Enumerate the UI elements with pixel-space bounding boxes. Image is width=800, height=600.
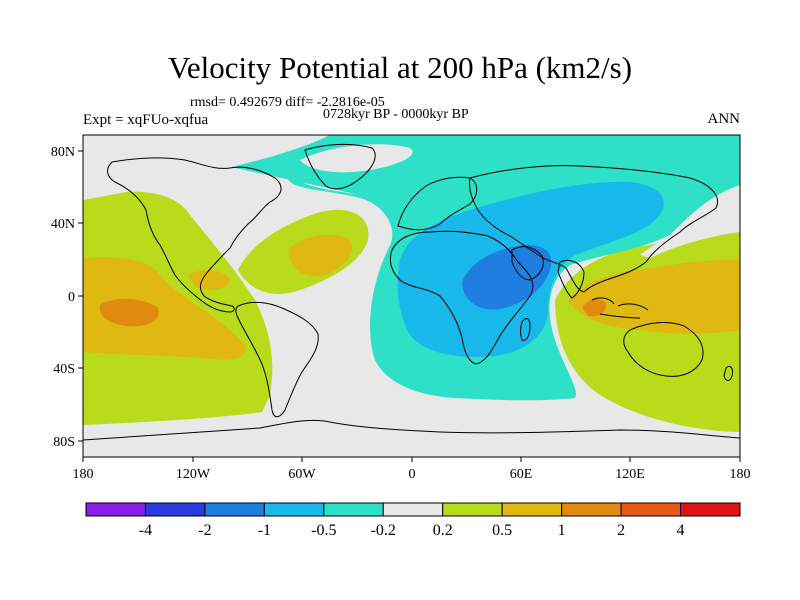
coastline-greenland: [304, 143, 376, 190]
colorbar: [85, 502, 741, 517]
figure-title: Velocity Potential at 200 hPa (km2/s): [167, 50, 633, 85]
coastline-south-america: [235, 301, 319, 418]
lon-label: 0: [409, 467, 416, 482]
colorbar-label: 0.5: [492, 522, 512, 539]
colorbar-swatch: [620, 502, 682, 517]
colorbar-swatch: [382, 502, 444, 517]
coastline-arabia: [511, 246, 544, 281]
lat-label: 40N: [51, 217, 75, 232]
contour-negative-high: [462, 244, 552, 310]
colorbar-label: -1: [258, 522, 271, 539]
colorbar-label: -0.5: [311, 522, 336, 539]
colorbar-label: -2: [198, 522, 211, 539]
colorbar-swatch: [680, 502, 741, 517]
coastline-asia: [469, 165, 718, 293]
period-label: 0728kyr BP - 0000kyr BP: [323, 107, 469, 122]
lat-label: 80S: [53, 435, 75, 450]
contour-neutral-east-asia: [640, 210, 740, 258]
colorbar-label: 0.2: [433, 522, 453, 539]
colorbar-label: -0.2: [371, 522, 396, 539]
colorbar-labels: -4 -2 -1 -0.5 -0.2 0.2 0.5 1 2 4: [139, 522, 685, 539]
coastline-europe: [397, 176, 478, 231]
coastline-india: [557, 259, 585, 299]
contour-neutral-greenland: [300, 144, 413, 173]
colorbar-swatch: [85, 502, 146, 517]
colorbar-swatch: [442, 502, 503, 517]
contour-high-maritime-continent: [582, 298, 607, 317]
colorbar-label: 4: [677, 522, 685, 539]
colorbar-label: 2: [617, 522, 625, 539]
coastline-antarctica: [83, 419, 740, 441]
lat-label: 0: [68, 290, 75, 305]
colorbar-swatch: [204, 502, 265, 517]
lat-label: 40S: [53, 362, 75, 377]
lat-ticks: [78, 150, 83, 442]
lon-label: 60W: [288, 467, 316, 482]
colorbar-label: 1: [558, 522, 566, 539]
lat-labels: 80N 40N 0 40S 80S: [51, 145, 75, 450]
coastline-new-zealand: [723, 365, 733, 381]
experiment-label: Expt = xqFUo-xqfua: [83, 112, 209, 128]
stats-label: rmsd= 0.492679 diff= -2.2816e-05: [190, 95, 385, 110]
colorbar-swatch: [144, 502, 206, 517]
colorbar-label: -4: [139, 522, 152, 539]
lon-label: 180: [73, 467, 94, 482]
coastline-north-america: [107, 157, 282, 313]
contour-mid-north-atlantic: [289, 234, 353, 277]
colorbar-swatch: [561, 502, 622, 517]
coastline-indonesia: [591, 297, 649, 319]
coastline-africa: [389, 230, 534, 365]
colorbar-swatch: [323, 502, 384, 517]
season-label: ANN: [707, 111, 741, 127]
lon-ticks: [82, 457, 741, 462]
contour-neutral-arctic: [83, 135, 330, 200]
lon-label: 120E: [615, 467, 645, 482]
contour-mid-east-pacific: [83, 257, 246, 360]
lon-label: 60E: [510, 467, 533, 482]
contour-high-east-pacific: [99, 298, 159, 327]
contour-fill: [83, 135, 740, 457]
coastline-madagascar: [520, 318, 531, 341]
colorbar-swatch: [263, 502, 325, 517]
coastlines: [83, 143, 740, 441]
coastline-australia: [623, 322, 704, 377]
lon-labels: 180 120W 60W 0 60E 120E 180: [73, 467, 751, 482]
contour-mid-caribbean: [188, 270, 230, 290]
lat-label: 80N: [51, 145, 75, 160]
lon-label: 120W: [176, 467, 211, 482]
lon-label: 180: [730, 467, 751, 482]
colorbar-swatch: [501, 502, 563, 517]
